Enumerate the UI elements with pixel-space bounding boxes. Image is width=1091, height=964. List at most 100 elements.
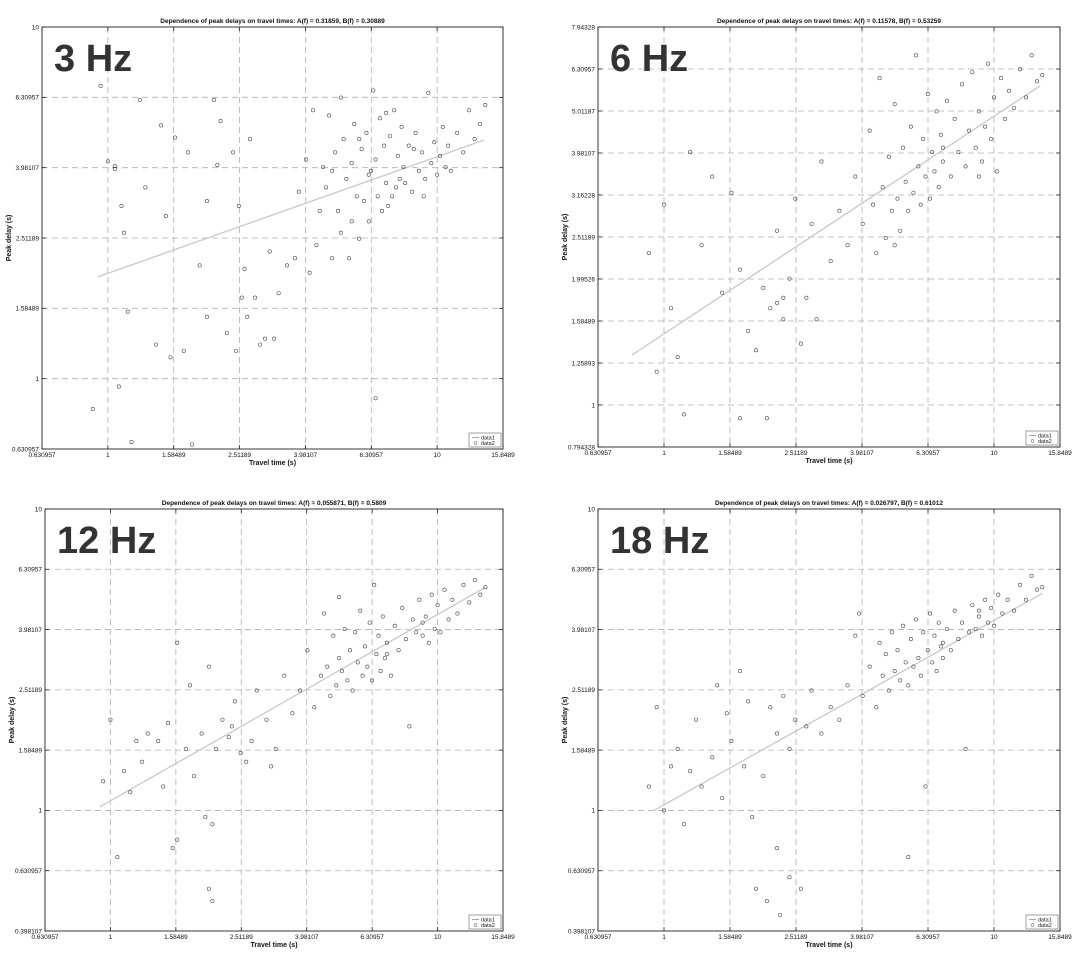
data-point (883, 235, 888, 240)
x-tick-label: 0.630957 (584, 450, 611, 457)
data-point (116, 384, 121, 389)
data-point (305, 648, 310, 653)
data-point (213, 746, 218, 751)
data-point (187, 683, 192, 688)
data-point (438, 630, 443, 635)
scatter-points (90, 83, 488, 447)
chart-title: Dependence of peak delays on travel time… (162, 500, 387, 507)
data-point (889, 630, 894, 635)
data-point (960, 82, 965, 87)
y-tick-label: 1.99526 (572, 276, 596, 283)
data-point (170, 846, 175, 851)
x-tick-label: 1.58489 (718, 934, 742, 941)
data-point (112, 164, 117, 169)
data-point (960, 620, 965, 625)
data-point (218, 119, 223, 124)
data-point (1035, 587, 1040, 592)
data-point (410, 189, 415, 194)
data-point (262, 336, 267, 341)
data-point (1000, 611, 1005, 616)
x-tick-label: 10 (990, 450, 998, 457)
data-point (662, 202, 667, 207)
data-point (450, 597, 455, 602)
data-point (406, 143, 411, 148)
data-point (311, 108, 316, 113)
data-point (352, 121, 357, 126)
data-point (724, 711, 729, 716)
data-point (140, 759, 145, 764)
data-point (483, 103, 488, 108)
y-tick-label: 0.794328 (568, 444, 595, 451)
data-point (324, 185, 329, 190)
legend-marker-icon (1030, 923, 1035, 927)
data-point (923, 784, 928, 789)
data-point (994, 169, 999, 174)
data-point (320, 164, 325, 169)
data-point (330, 168, 335, 173)
chart-svg: 0.630957 1 1.58489 2.51189 3.98107 6.30957 10 1… (562, 18, 1072, 465)
data-point (992, 623, 997, 628)
x-tick-label: 1 (662, 450, 666, 457)
data-point (934, 109, 939, 114)
x-tick-label: 6.30957 (360, 452, 384, 459)
data-point (472, 137, 477, 142)
data-point (414, 630, 419, 635)
data-point (112, 166, 117, 171)
frequency-label: 6 Hz (610, 38, 688, 80)
data-point (753, 886, 758, 891)
data-point (774, 228, 779, 233)
data-point (880, 673, 885, 678)
data-point (857, 611, 862, 616)
data-point (269, 764, 274, 769)
data-point (349, 161, 354, 166)
data-point (175, 837, 180, 842)
data-point (996, 592, 1001, 597)
data-point (429, 592, 434, 597)
data-point (206, 886, 211, 891)
data-point (411, 146, 416, 151)
data-point (774, 731, 779, 736)
data-point (440, 124, 445, 129)
data-point (781, 693, 786, 698)
data-point (895, 196, 900, 201)
data-point (355, 660, 360, 665)
data-point (282, 673, 287, 678)
data-point (903, 179, 908, 184)
data-point (720, 290, 725, 295)
x-tick-label: 15.8489 (1048, 934, 1072, 941)
data-point (163, 214, 168, 219)
data-point (956, 150, 961, 155)
data-point (963, 746, 968, 751)
data-point (312, 705, 317, 710)
data-point (798, 341, 803, 346)
data-point (992, 95, 997, 100)
data-point (952, 116, 957, 121)
data-point (350, 688, 355, 693)
data-point (234, 348, 239, 353)
data-point (768, 306, 773, 311)
data-point (970, 603, 975, 608)
data-point (429, 161, 434, 166)
data-point (156, 738, 161, 743)
data-point (948, 648, 953, 653)
data-point (874, 705, 879, 710)
data-point (892, 243, 897, 248)
data-point (940, 159, 945, 164)
data-point (983, 124, 988, 129)
data-point (699, 243, 704, 248)
data-point (211, 98, 216, 103)
data-point (410, 617, 415, 622)
legend-entry-data2: data2 (1038, 439, 1052, 445)
data-point (384, 640, 389, 645)
data-point (976, 109, 981, 114)
data-point (373, 396, 378, 401)
y-tick-label: 5.01187 (572, 108, 595, 115)
chart-svg: 0.630957 1 1.58489 2.51189 3.98107 6.30957 10 1… (9, 500, 515, 949)
data-point (358, 608, 363, 613)
data-point (348, 648, 353, 653)
data-point (729, 738, 734, 743)
data-point (860, 221, 865, 226)
legend-entry-data2: data2 (1038, 923, 1052, 929)
frequency-label: 18 Hz (610, 520, 709, 562)
data-point (828, 705, 833, 710)
